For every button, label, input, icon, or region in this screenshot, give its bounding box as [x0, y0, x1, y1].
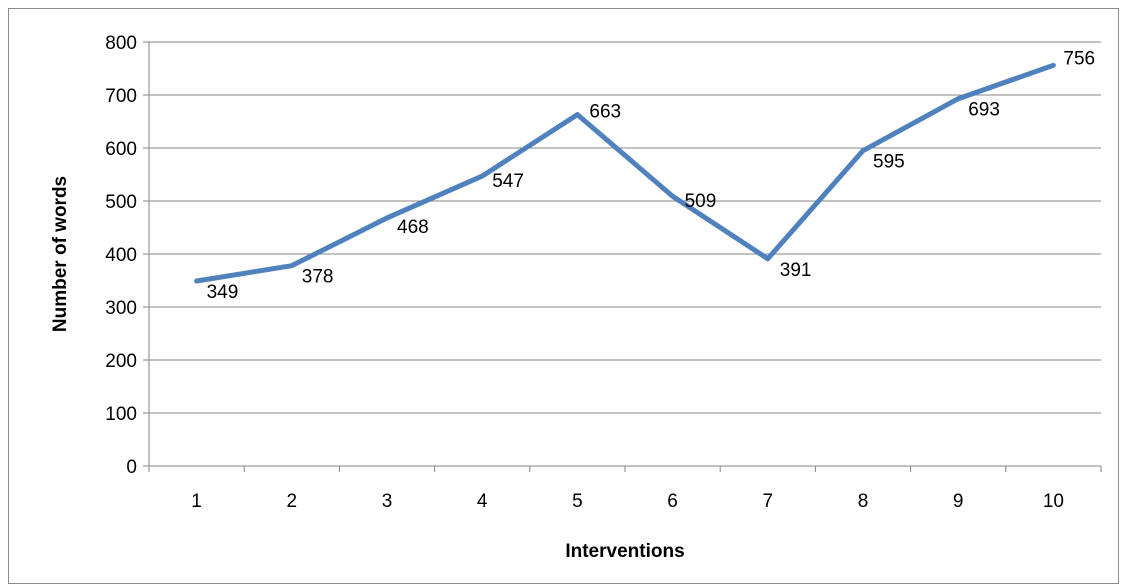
data-label: 468 [397, 217, 429, 238]
data-label: 693 [968, 100, 1000, 121]
line-chart: 0 100 200 300 400 500 600 700 800 1 2 3 4 5 6 7 8 9 10 349… [50, 33, 1102, 562]
data-label: 547 [492, 171, 524, 192]
data-labels: 349 378 468 547 663 509 391 595 693 756 [207, 48, 1096, 303]
data-label: 378 [302, 267, 334, 288]
x-tick-label: 2 [287, 491, 298, 512]
x-axis-title: Interventions [565, 541, 684, 562]
y-tick-label: 400 [105, 245, 137, 266]
y-tick-label: 700 [105, 86, 137, 107]
data-label: 663 [589, 102, 621, 123]
y-axis-title: Number of words [50, 176, 71, 332]
y-tick-label: 500 [105, 192, 137, 213]
y-tick-label: 200 [105, 351, 137, 372]
data-label: 756 [1063, 48, 1095, 69]
x-tick-label: 3 [382, 491, 393, 512]
x-tick-label: 5 [572, 491, 583, 512]
x-tick-label: 9 [953, 491, 964, 512]
x-tick-label: 4 [477, 491, 488, 512]
x-tick-label: 7 [763, 491, 774, 512]
y-tick-label: 600 [105, 139, 137, 160]
y-tick-label: 800 [105, 33, 137, 54]
y-tick-label: 300 [105, 298, 137, 319]
x-tick-label: 10 [1043, 491, 1064, 512]
series-layer [194, 62, 1056, 284]
chart-area: 0 100 200 300 400 500 600 700 800 1 2 3 4 5 6 7 8 9 10 349… [8, 8, 1119, 584]
data-label: 595 [873, 152, 905, 173]
x-tick-label: 6 [667, 491, 678, 512]
y-tick-label: 0 [126, 457, 137, 478]
x-tick-label: 8 [858, 491, 869, 512]
x-tick-label: 1 [191, 491, 202, 512]
series-line [194, 62, 1056, 284]
y-tick-label: 100 [105, 404, 137, 425]
data-label: 509 [685, 191, 717, 212]
data-label: 349 [207, 282, 239, 303]
data-label: 391 [780, 260, 812, 281]
gridlines [149, 41, 1101, 414]
axes: 0 100 200 300 400 500 600 700 800 1 2 3 4 5 6 7 8 9 10 [105, 33, 1102, 512]
